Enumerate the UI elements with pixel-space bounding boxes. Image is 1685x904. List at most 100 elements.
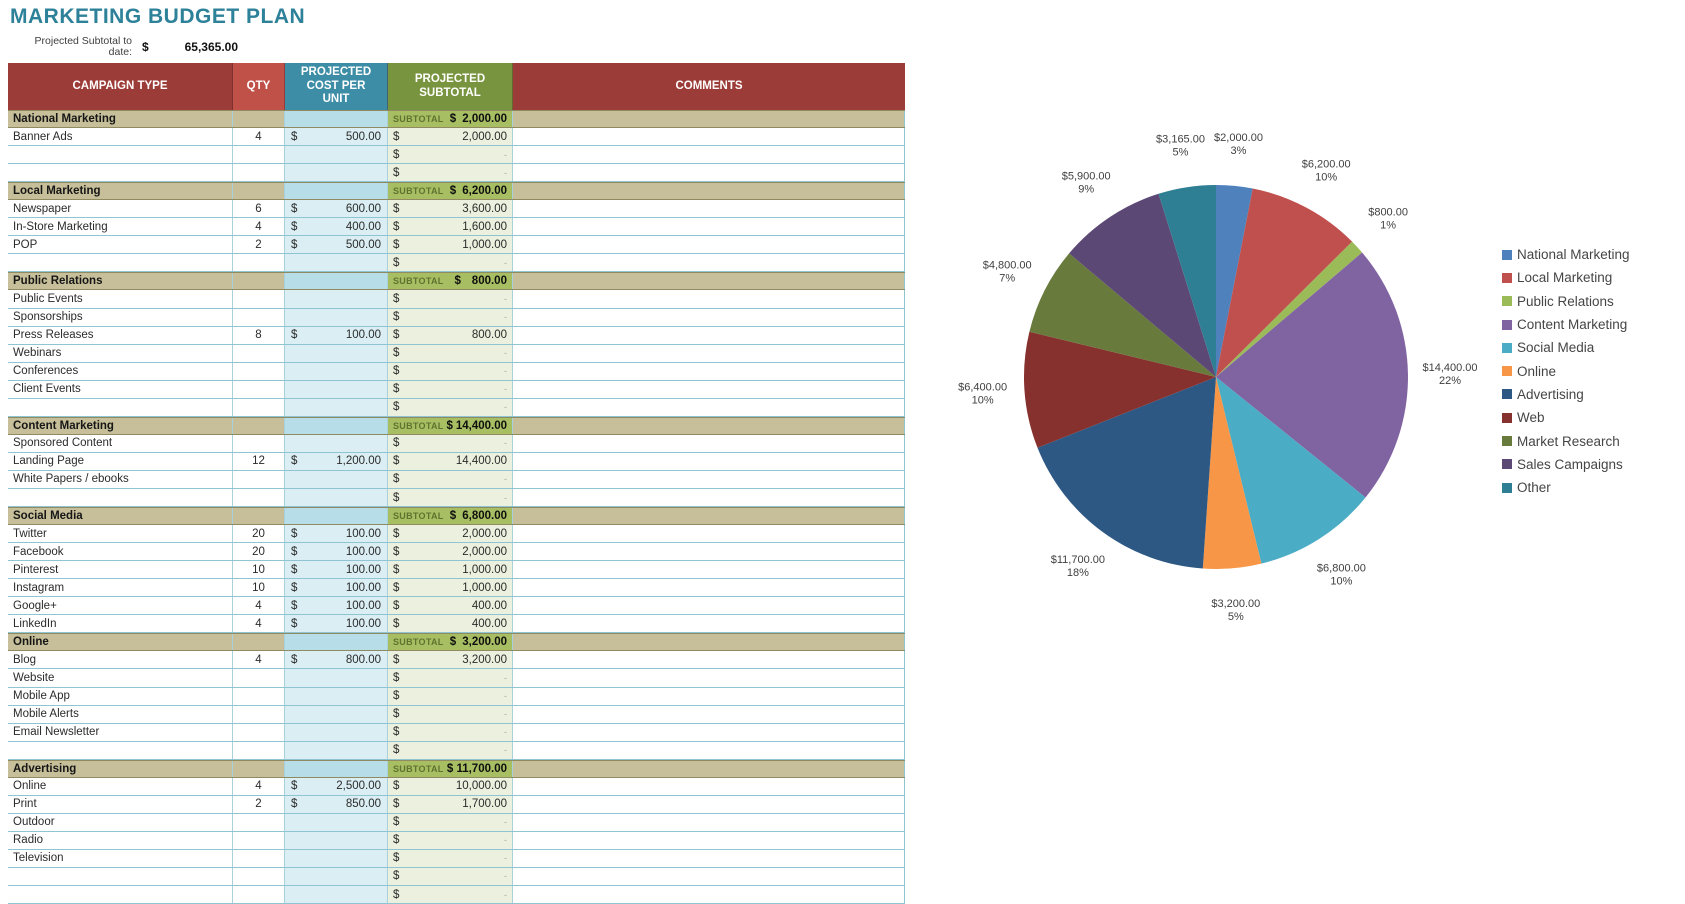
- section-comments-cell[interactable]: [513, 634, 905, 651]
- legend-item-national-marketing[interactable]: National Marketing: [1502, 243, 1630, 266]
- legend-item-market-research[interactable]: Market Research: [1502, 429, 1630, 452]
- cost-per-unit-cell[interactable]: $100.00: [285, 561, 388, 579]
- budget-pie-chart[interactable]: $2,000.00 3% $6,200.00 10% $800.00 1% $14,400.…: [940, 120, 1500, 640]
- comments-cell[interactable]: [513, 795, 905, 813]
- legend-item-web[interactable]: Web: [1502, 406, 1630, 429]
- campaign-name-cell[interactable]: [8, 398, 233, 416]
- projected-subtotal-cell[interactable]: $400.00: [388, 597, 513, 615]
- campaign-name-cell[interactable]: Sponsored Content: [8, 434, 233, 452]
- section-comments-cell[interactable]: [513, 760, 905, 777]
- projected-subtotal-cell[interactable]: $ -: [388, 488, 513, 507]
- legend-item-social-media[interactable]: Social Media: [1502, 336, 1630, 359]
- projected-subtotal-cell[interactable]: $ -: [388, 669, 513, 687]
- projected-subtotal-cell[interactable]: $ -: [388, 362, 513, 380]
- projected-subtotal-cell[interactable]: $ -: [388, 380, 513, 398]
- projected-subtotal-cell[interactable]: $1,000.00: [388, 236, 513, 254]
- projected-subtotal-cell[interactable]: $2,000.00: [388, 543, 513, 561]
- legend-item-public-relations[interactable]: Public Relations: [1502, 290, 1630, 313]
- cost-per-unit-cell[interactable]: [285, 849, 388, 867]
- cost-per-unit-cell[interactable]: [285, 886, 388, 904]
- comments-cell[interactable]: [513, 886, 905, 904]
- projected-subtotal-cell[interactable]: $2,000.00: [388, 128, 513, 146]
- cost-per-unit-cell[interactable]: $400.00: [285, 218, 388, 236]
- qty-cell[interactable]: [233, 886, 285, 904]
- pie-slice-web[interactable]: [1023, 331, 1216, 448]
- projected-subtotal-cell[interactable]: $ -: [388, 849, 513, 867]
- qty-cell[interactable]: 4: [233, 218, 285, 236]
- qty-cell[interactable]: [233, 470, 285, 488]
- campaign-name-cell[interactable]: Instagram: [8, 579, 233, 597]
- pie-slice-public-relations[interactable]: [1216, 241, 1363, 377]
- section-subtotal-cell[interactable]: SUBTOTAL $6,800.00: [388, 508, 513, 525]
- section-name-cell[interactable]: Advertising: [8, 760, 233, 777]
- comments-cell[interactable]: [513, 164, 905, 182]
- campaign-name-cell[interactable]: LinkedIn: [8, 615, 233, 633]
- pie-slice-online[interactable]: [1202, 377, 1262, 569]
- section-comments-cell[interactable]: [513, 508, 905, 525]
- cost-per-unit-cell[interactable]: [285, 687, 388, 705]
- legend-item-other[interactable]: Other: [1502, 476, 1630, 499]
- campaign-name-cell[interactable]: In-Store Marketing: [8, 218, 233, 236]
- section-name-cell[interactable]: Social Media: [8, 508, 233, 525]
- cost-per-unit-cell[interactable]: [285, 146, 388, 164]
- cost-per-unit-cell[interactable]: $850.00: [285, 795, 388, 813]
- projected-subtotal-cell[interactable]: $ -: [388, 886, 513, 904]
- qty-cell[interactable]: [233, 362, 285, 380]
- section-cost-cell[interactable]: [285, 273, 388, 290]
- comments-cell[interactable]: [513, 867, 905, 886]
- legend-item-online[interactable]: Online: [1502, 359, 1630, 382]
- qty-cell[interactable]: 10: [233, 579, 285, 597]
- cost-per-unit-cell[interactable]: $500.00: [285, 236, 388, 254]
- comments-cell[interactable]: [513, 741, 905, 759]
- cost-per-unit-cell[interactable]: [285, 398, 388, 416]
- projected-subtotal-cell[interactable]: $ -: [388, 308, 513, 326]
- qty-cell[interactable]: [233, 146, 285, 164]
- campaign-name-cell[interactable]: [8, 254, 233, 272]
- comments-cell[interactable]: [513, 434, 905, 452]
- qty-cell[interactable]: [233, 849, 285, 867]
- comments-cell[interactable]: [513, 651, 905, 669]
- qty-cell[interactable]: 4: [233, 597, 285, 615]
- section-subtotal-cell[interactable]: SUBTOTAL $14,400.00: [388, 417, 513, 434]
- qty-cell[interactable]: [233, 669, 285, 687]
- campaign-name-cell[interactable]: Twitter: [8, 525, 233, 543]
- campaign-name-cell[interactable]: Email Newsletter: [8, 723, 233, 741]
- section-qty-cell[interactable]: [233, 111, 285, 128]
- qty-cell[interactable]: [233, 290, 285, 308]
- comments-cell[interactable]: [513, 470, 905, 488]
- qty-cell[interactable]: [233, 741, 285, 759]
- qty-cell[interactable]: [233, 164, 285, 182]
- cost-per-unit-cell[interactable]: $600.00: [285, 200, 388, 218]
- qty-cell[interactable]: [233, 308, 285, 326]
- qty-cell[interactable]: [233, 380, 285, 398]
- projected-subtotal-cell[interactable]: $1,700.00: [388, 795, 513, 813]
- campaign-name-cell[interactable]: [8, 886, 233, 904]
- projected-subtotal-cell[interactable]: $ -: [388, 723, 513, 741]
- qty-cell[interactable]: 20: [233, 543, 285, 561]
- cost-per-unit-cell[interactable]: $500.00: [285, 128, 388, 146]
- projected-subtotal-cell[interactable]: $ -: [388, 741, 513, 759]
- comments-cell[interactable]: [513, 597, 905, 615]
- section-subtotal-cell[interactable]: SUBTOTAL $11,700.00: [388, 760, 513, 777]
- qty-cell[interactable]: 6: [233, 200, 285, 218]
- legend-item-local-marketing[interactable]: Local Marketing: [1502, 266, 1630, 289]
- pie-slice-other[interactable]: [1158, 185, 1217, 377]
- section-comments-cell[interactable]: [513, 273, 905, 290]
- campaign-name-cell[interactable]: Print: [8, 795, 233, 813]
- section-subtotal-cell[interactable]: SUBTOTAL $6,200.00: [388, 183, 513, 200]
- qty-cell[interactable]: 10: [233, 561, 285, 579]
- section-qty-cell[interactable]: [233, 417, 285, 434]
- projected-subtotal-cell[interactable]: $ -: [388, 344, 513, 362]
- comments-cell[interactable]: [513, 669, 905, 687]
- comments-cell[interactable]: [513, 218, 905, 236]
- cost-per-unit-cell[interactable]: [285, 344, 388, 362]
- campaign-name-cell[interactable]: Sponsorships: [8, 308, 233, 326]
- pie-slice-advertising[interactable]: [1037, 377, 1217, 569]
- section-qty-cell[interactable]: [233, 273, 285, 290]
- campaign-name-cell[interactable]: Client Events: [8, 380, 233, 398]
- section-cost-cell[interactable]: [285, 183, 388, 200]
- section-name-cell[interactable]: National Marketing: [8, 111, 233, 128]
- qty-cell[interactable]: [233, 398, 285, 416]
- campaign-name-cell[interactable]: Banner Ads: [8, 128, 233, 146]
- cost-per-unit-cell[interactable]: [285, 308, 388, 326]
